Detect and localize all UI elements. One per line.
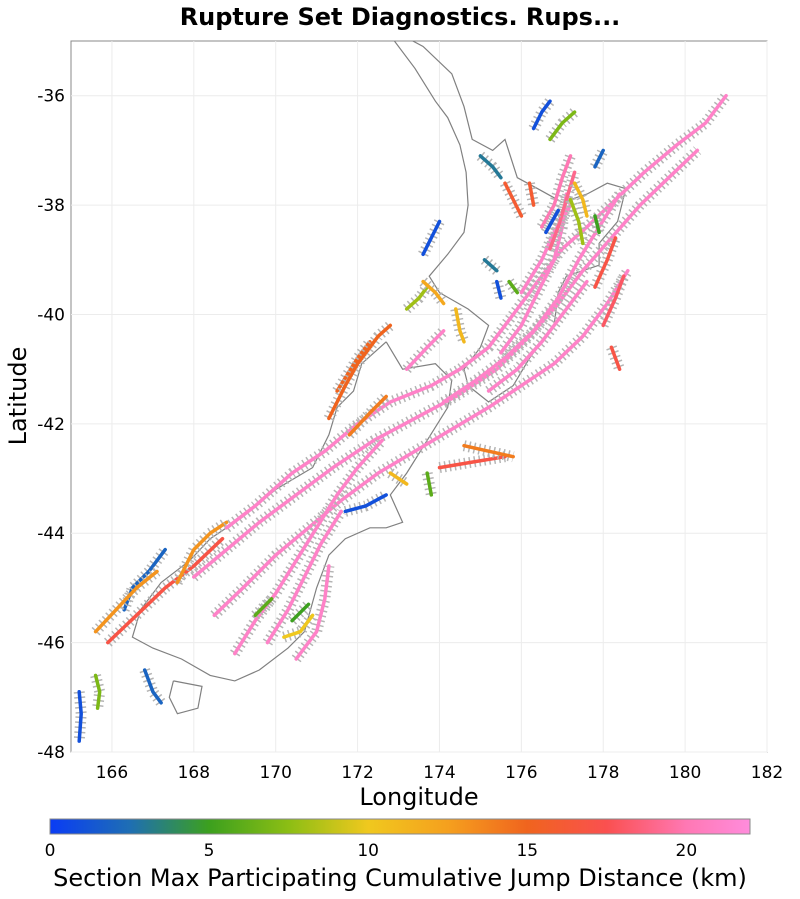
fault-section (499, 192, 569, 355)
y-tick-label: -36 (37, 87, 65, 107)
fault-section (192, 148, 700, 579)
fault-section (404, 285, 429, 311)
fault-section (290, 602, 311, 623)
x-tick-label: 178 (587, 763, 619, 783)
y-tick-label: -48 (37, 743, 65, 763)
fault-section (404, 329, 446, 371)
fault-section (212, 268, 630, 618)
fault-section (93, 673, 102, 710)
fault-section (327, 323, 393, 421)
x-tick-label: 168 (178, 763, 210, 783)
plot-frame (70, 40, 768, 753)
colorbar (49, 818, 751, 835)
x-tick-label: 166 (96, 763, 128, 783)
fault-section (388, 471, 409, 486)
fault-section (478, 154, 503, 180)
x-tick-label: 182 (751, 763, 783, 783)
fault-section (265, 509, 343, 645)
fault-section (503, 181, 524, 218)
fault-section (106, 536, 225, 645)
y-tick-label: -46 (37, 634, 65, 654)
fault-section (93, 569, 159, 634)
fault-section (454, 307, 466, 344)
fault-section (77, 690, 83, 743)
chart-title: Rupture Set Diagnostics. Rups... (179, 3, 621, 31)
fault-section (347, 394, 388, 437)
colorbar-title: Section Max Participating Cumulative Jum… (53, 864, 747, 892)
fault-section (507, 279, 520, 295)
fault-section (568, 197, 585, 246)
coastline (131, 341, 453, 682)
fault-section (531, 99, 552, 131)
fault-section (482, 258, 499, 273)
fault-section (282, 613, 315, 639)
fault-section (544, 208, 560, 235)
y-tick-label: -44 (37, 524, 65, 544)
fault-section (421, 219, 442, 257)
fault-section (609, 345, 622, 371)
fault-section (233, 438, 384, 656)
colorbar-tick-label: 5 (204, 841, 215, 861)
fault-section (601, 274, 626, 328)
x-tick-label: 180 (669, 763, 701, 783)
y-tick-label: -40 (37, 305, 65, 325)
fault-section (462, 443, 515, 459)
coastline (168, 680, 203, 715)
y-tick-label: -42 (37, 415, 65, 435)
fault-section (421, 279, 446, 306)
fault-section (224, 93, 728, 530)
y-axis-title: Latitude (4, 347, 32, 446)
colorbar-tick-label: 20 (676, 841, 698, 861)
fault-section (343, 493, 388, 514)
fault-section (540, 154, 573, 229)
x-tick-label: 170 (259, 763, 291, 783)
colorbar-tick-label: 0 (45, 841, 56, 861)
fault-section (572, 181, 589, 218)
fault-section (425, 471, 434, 497)
colorbar-tick-label: 10 (357, 841, 379, 861)
fault-section (486, 279, 589, 393)
fault-section (593, 148, 605, 169)
colorbar-tick-layer: 0 5 10 15 20 (45, 841, 698, 861)
fault-section (527, 181, 536, 207)
fault-section (175, 520, 229, 585)
fault-section (593, 214, 601, 235)
fault-section (253, 597, 274, 618)
colorbar-tick-label: 15 (516, 841, 538, 861)
x-axis-title: Longitude (359, 783, 478, 811)
fault-section (294, 564, 331, 661)
fault-section (437, 454, 507, 470)
fault-section (593, 236, 618, 289)
tick-label-layer: 166 168 170 172 174 176 178 180 182 -36 -38 -40 -42 -… (37, 87, 783, 783)
x-tick-label: 176 (505, 763, 537, 783)
fault-section (495, 279, 503, 300)
y-tick-label: -38 (37, 196, 65, 216)
x-tick-label: 172 (341, 763, 373, 783)
fault-section (548, 110, 577, 142)
fault-section (142, 668, 163, 705)
fault-section-layer (73, 92, 731, 743)
x-tick-label: 174 (423, 763, 455, 783)
